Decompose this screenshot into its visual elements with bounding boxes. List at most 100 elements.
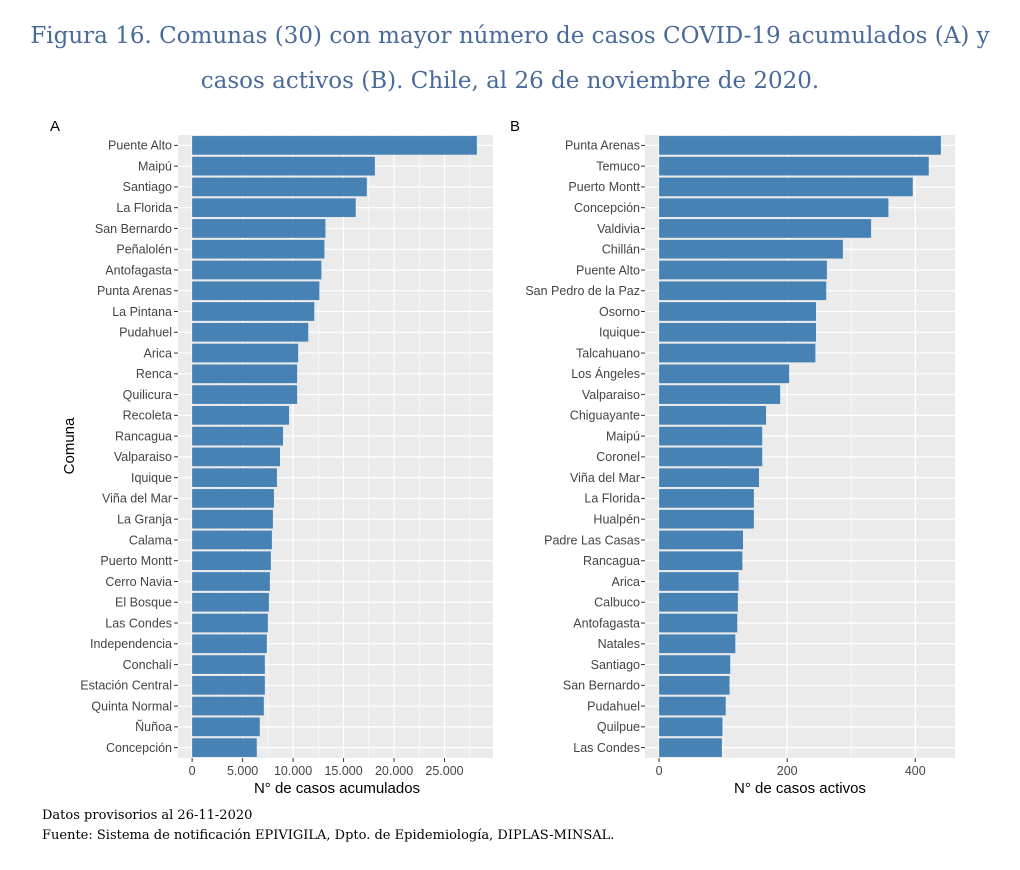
panel-b-category-label: Chiguayante xyxy=(570,409,640,423)
panel-a-category-label: Santiago xyxy=(123,180,172,194)
panel-a-bar xyxy=(192,239,325,259)
panel-a-category-label: Valparaiso xyxy=(114,450,172,464)
panel-b-bar xyxy=(659,406,767,425)
panel-b-category-label: Puente Alto xyxy=(576,263,640,277)
panel-b-bar xyxy=(659,343,816,363)
panel-a-bar xyxy=(192,364,298,384)
panel-a-y-axis-title: Comuna xyxy=(61,417,78,474)
panel-b-bar xyxy=(659,613,738,633)
panel-a-bar xyxy=(192,447,280,467)
panel-b-bar xyxy=(659,260,827,280)
panel-a-category-label: La Florida xyxy=(116,201,172,215)
panel-b-bar xyxy=(659,675,730,695)
panel-a-bar xyxy=(192,530,272,550)
panel-b-bar xyxy=(659,239,843,259)
panel-a-category-label: Iquique xyxy=(131,471,172,485)
panel-b-category-label: Hualpén xyxy=(593,512,640,526)
panel-b-bar xyxy=(659,364,790,384)
panel-a-category-label: La Pintana xyxy=(112,305,172,319)
panel-b-category-label: Temuco xyxy=(596,159,640,173)
panel-a-bar xyxy=(192,302,315,321)
panel-a-x-tick-label: 5.000 xyxy=(227,764,258,778)
panel-b-category-label: Antofagasta xyxy=(573,616,640,630)
panel-a-category-label: Independencia xyxy=(90,637,172,651)
panel-a-category-label: Punta Arenas xyxy=(97,284,172,298)
panel-b-category-label: Las Condes xyxy=(573,741,640,755)
panel-a-bar xyxy=(192,717,260,737)
panel-b-bar xyxy=(659,489,754,508)
panel-b-bar xyxy=(659,592,738,612)
panel-a-category-label: San Bernardo xyxy=(95,222,172,236)
panel-b-bar xyxy=(659,696,726,716)
figure-title-line-1: Figura 16. Comunas (30) con mayor número… xyxy=(30,23,990,49)
panel-a-x-axis-title: N° de casos acumulados xyxy=(254,780,420,797)
panel-b-category-label: Puerto Montt xyxy=(568,180,640,194)
panel-b-bar xyxy=(659,156,929,176)
panel-b-category-label: Santiago xyxy=(591,658,640,672)
panel-b-bar xyxy=(659,136,941,155)
panel-a-x-tick-label: 15.000 xyxy=(324,764,362,778)
panel-b-category-label: Chillán xyxy=(602,243,640,257)
panel-b-x-axis-title: N° de casos activos xyxy=(734,780,866,797)
panel-b-category-label: Rancagua xyxy=(583,554,640,568)
panel-a-category-label: Conchalí xyxy=(123,658,173,672)
panel-b-category-label: Natales xyxy=(598,637,640,651)
panel-b-bar xyxy=(659,322,817,342)
panel-b-category-label: San Pedro de la Paz xyxy=(525,284,640,298)
panel-b-category-label: Coronel xyxy=(596,450,640,464)
panel-b-tag: B xyxy=(510,118,520,135)
panel-a: A Comuna N° de casos acumulados 0 5.000 10… xyxy=(50,118,493,797)
panel-a-bar xyxy=(192,696,264,716)
panel-b-category-label: Calbuco xyxy=(594,596,640,610)
panel-a-category-label: Arica xyxy=(144,346,173,360)
panel-b-bar xyxy=(659,717,723,737)
panel-b-category-label: Pudahuel xyxy=(587,699,640,713)
panel-a-bar xyxy=(192,613,268,633)
panel-b-bar xyxy=(659,655,731,674)
panel-b-category-label: Padre Las Casas xyxy=(544,533,640,547)
panel-b-bar xyxy=(659,219,872,238)
panel-a-bar xyxy=(192,219,326,238)
panel-a-category-label: Peñalolén xyxy=(116,243,172,257)
panel-a-category-label: Renca xyxy=(136,367,172,381)
panel-a-category-label: Quinta Normal xyxy=(91,699,172,713)
panel-a-bar xyxy=(192,198,356,218)
panel-a-category-label: Puente Alto xyxy=(108,139,172,153)
panel-a-x-tick-label: 25.000 xyxy=(425,764,463,778)
panel-b-bar xyxy=(659,634,736,654)
panel-a-category-label: Recoleta xyxy=(123,409,172,423)
panel-b-category-label: Maipú xyxy=(606,429,640,443)
panel-b-category-label: Punta Arenas xyxy=(565,139,640,153)
panel-b-bar xyxy=(659,551,743,571)
panel-b-bar xyxy=(659,509,754,529)
panel-a-bar xyxy=(192,489,274,508)
panel-a-category-label: Ñuñoa xyxy=(135,720,172,734)
panel-a-category-label: Puerto Montt xyxy=(100,554,172,568)
footer-provisional-note: Datos provisorios al 26-11-2020 xyxy=(42,808,253,823)
panel-a-bar xyxy=(192,177,367,197)
panel-b-category-label: La Florida xyxy=(584,492,640,506)
panel-a-plot-background xyxy=(178,135,493,758)
panel-a-bar xyxy=(192,322,309,342)
figure-title-line-2: casos activos (B). Chile, al 26 de novie… xyxy=(200,68,820,94)
panel-a-category-label: Cerro Navia xyxy=(105,575,172,589)
panel-b: B N° de casos activos 0 200 400 Punta Arena… xyxy=(510,118,955,797)
panel-a-bar xyxy=(192,655,265,674)
panel-b-x-tick-label: 0 xyxy=(656,764,663,778)
panel-b-category-label: Quilpue xyxy=(597,720,640,734)
figure-title: Figura 16. Comunas (30) con mayor número… xyxy=(0,14,1020,104)
panel-a-bar xyxy=(192,136,477,155)
panel-b-bar xyxy=(659,177,913,197)
panel-b-bar xyxy=(659,572,739,591)
panel-b-category-label: Arica xyxy=(612,575,641,589)
panel-b-bar xyxy=(659,302,817,321)
panel-b-plot-background xyxy=(645,135,955,758)
panel-b-bar xyxy=(659,426,763,446)
panel-b-bar xyxy=(659,530,743,550)
panel-a-bar xyxy=(192,738,257,757)
panel-a-category-label: Pudahuel xyxy=(119,326,172,340)
panel-a-bar xyxy=(192,634,267,654)
panel-a-bar xyxy=(192,468,277,487)
panel-a-category-label: Calama xyxy=(129,533,172,547)
panel-a-bar xyxy=(192,260,322,280)
